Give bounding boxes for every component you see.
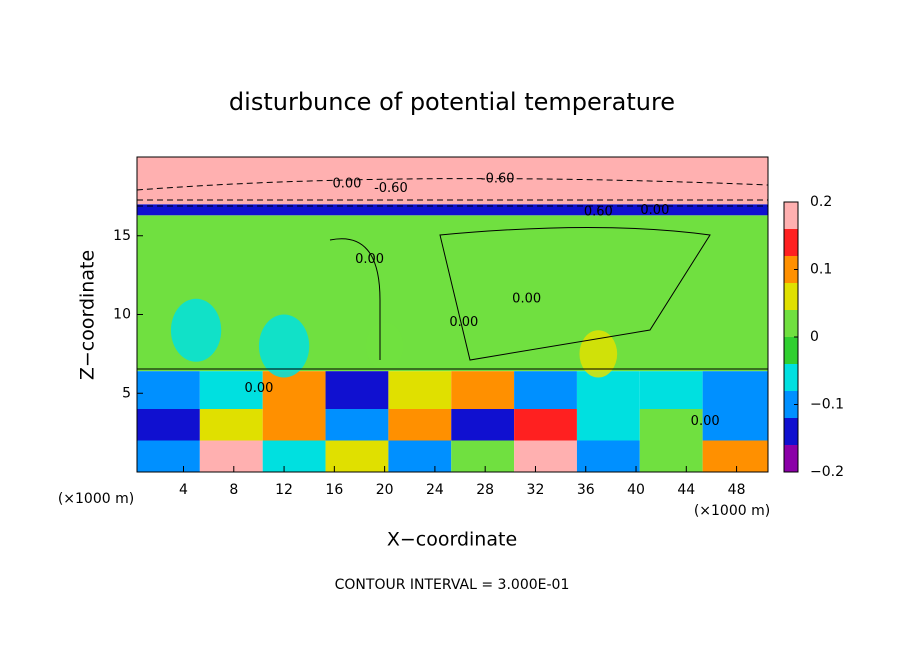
field-cell xyxy=(325,440,389,472)
field-cell xyxy=(702,409,768,441)
field-cell xyxy=(388,440,452,472)
field-cell xyxy=(702,371,768,409)
field-cell xyxy=(262,440,326,472)
x-tick-label: 4 xyxy=(179,482,188,498)
field-cell xyxy=(639,371,703,409)
field-cell xyxy=(199,409,263,441)
contour-label: -0.60 xyxy=(481,172,515,187)
chart-title: disturbunce of potential temperature xyxy=(229,88,675,116)
colorbar-segment xyxy=(784,364,798,391)
y-tick-label: 5 xyxy=(122,385,131,401)
contour-line xyxy=(136,178,769,207)
x-tick-label: 48 xyxy=(728,482,746,498)
colorbar-tick-label: 0.1 xyxy=(810,262,832,278)
x-tick-label: 20 xyxy=(376,482,394,498)
x-tick-label: 44 xyxy=(677,482,695,498)
contour-label: 0.00 xyxy=(512,291,541,306)
field-cell xyxy=(325,409,389,441)
contour-label: 0.00 xyxy=(691,414,720,429)
field-band xyxy=(137,157,768,205)
x-tick-label: 24 xyxy=(426,482,444,498)
colorbar-segment xyxy=(784,283,798,310)
x-tick-label: 28 xyxy=(476,482,494,498)
field-cell xyxy=(514,440,577,472)
field-band xyxy=(137,204,768,216)
contour-label: 0.00 xyxy=(244,381,273,396)
field-cell xyxy=(388,409,452,441)
x-tick-label: 12 xyxy=(275,482,293,498)
field-cell xyxy=(639,409,703,441)
colorbar-segment xyxy=(784,391,798,418)
field-blob xyxy=(579,330,618,378)
field-cell xyxy=(451,440,515,472)
field-blob xyxy=(258,314,310,378)
field-blob xyxy=(170,298,222,362)
x-unit: (×1000 m) xyxy=(694,503,770,519)
field-cell xyxy=(137,409,200,441)
x-tick-label: 40 xyxy=(627,482,645,498)
contour-label: 0.60 xyxy=(584,205,613,220)
field-cell xyxy=(702,440,768,472)
footer: CONTOUR INTERVAL = 3.000E-01 xyxy=(335,577,570,593)
field-cell xyxy=(576,440,640,472)
x-unit: (×1000 m) xyxy=(58,491,134,507)
field-cell xyxy=(514,371,577,409)
x-tick-label: 32 xyxy=(527,482,545,498)
field-band xyxy=(137,215,768,372)
colorbar-tick-label: 0 xyxy=(810,329,819,345)
colorbar-segment xyxy=(784,202,798,229)
contour-label: 0.00 xyxy=(332,176,361,191)
field-cell xyxy=(514,409,577,441)
field-cell xyxy=(137,440,200,472)
field-blob xyxy=(365,322,404,370)
field-cell xyxy=(576,409,640,441)
x-tick-label: 8 xyxy=(229,482,238,498)
field-cell xyxy=(325,371,389,409)
field-cell xyxy=(451,371,515,409)
field-cell xyxy=(262,409,326,441)
y-axis-label: Z−coordinate xyxy=(77,250,99,380)
contour-label: 0.00 xyxy=(355,252,384,267)
field-cell xyxy=(137,371,200,409)
colorbar-segment xyxy=(784,445,798,472)
field-cell xyxy=(199,371,263,409)
colorbar-segment xyxy=(784,229,798,256)
colorbar-segment xyxy=(784,310,798,337)
x-axis-label: X−coordinate xyxy=(387,529,517,551)
y-tick-label: 15 xyxy=(113,228,131,244)
colorbar-tick-label: −0.2 xyxy=(810,464,844,480)
contour-label: 0.00 xyxy=(449,315,478,330)
contour-label: 0.00 xyxy=(640,203,669,218)
field-cell xyxy=(388,371,452,409)
x-tick-label: 36 xyxy=(577,482,595,498)
colorbar-segment xyxy=(784,337,798,364)
x-tick-label: 16 xyxy=(325,482,343,498)
contour-label: -0.60 xyxy=(374,181,408,196)
field-cell xyxy=(199,440,263,472)
colorbar-tick-label: 0.2 xyxy=(810,194,832,210)
contour-line xyxy=(137,227,768,370)
colorbar-segment xyxy=(784,418,798,445)
field-cell xyxy=(639,440,703,472)
colorbar-segment xyxy=(784,256,798,283)
field-cell xyxy=(451,409,515,441)
field-cell xyxy=(262,371,326,409)
colorbar-tick-label: −0.1 xyxy=(810,397,844,413)
y-tick-label: 10 xyxy=(113,307,131,323)
field-cell xyxy=(576,371,640,409)
